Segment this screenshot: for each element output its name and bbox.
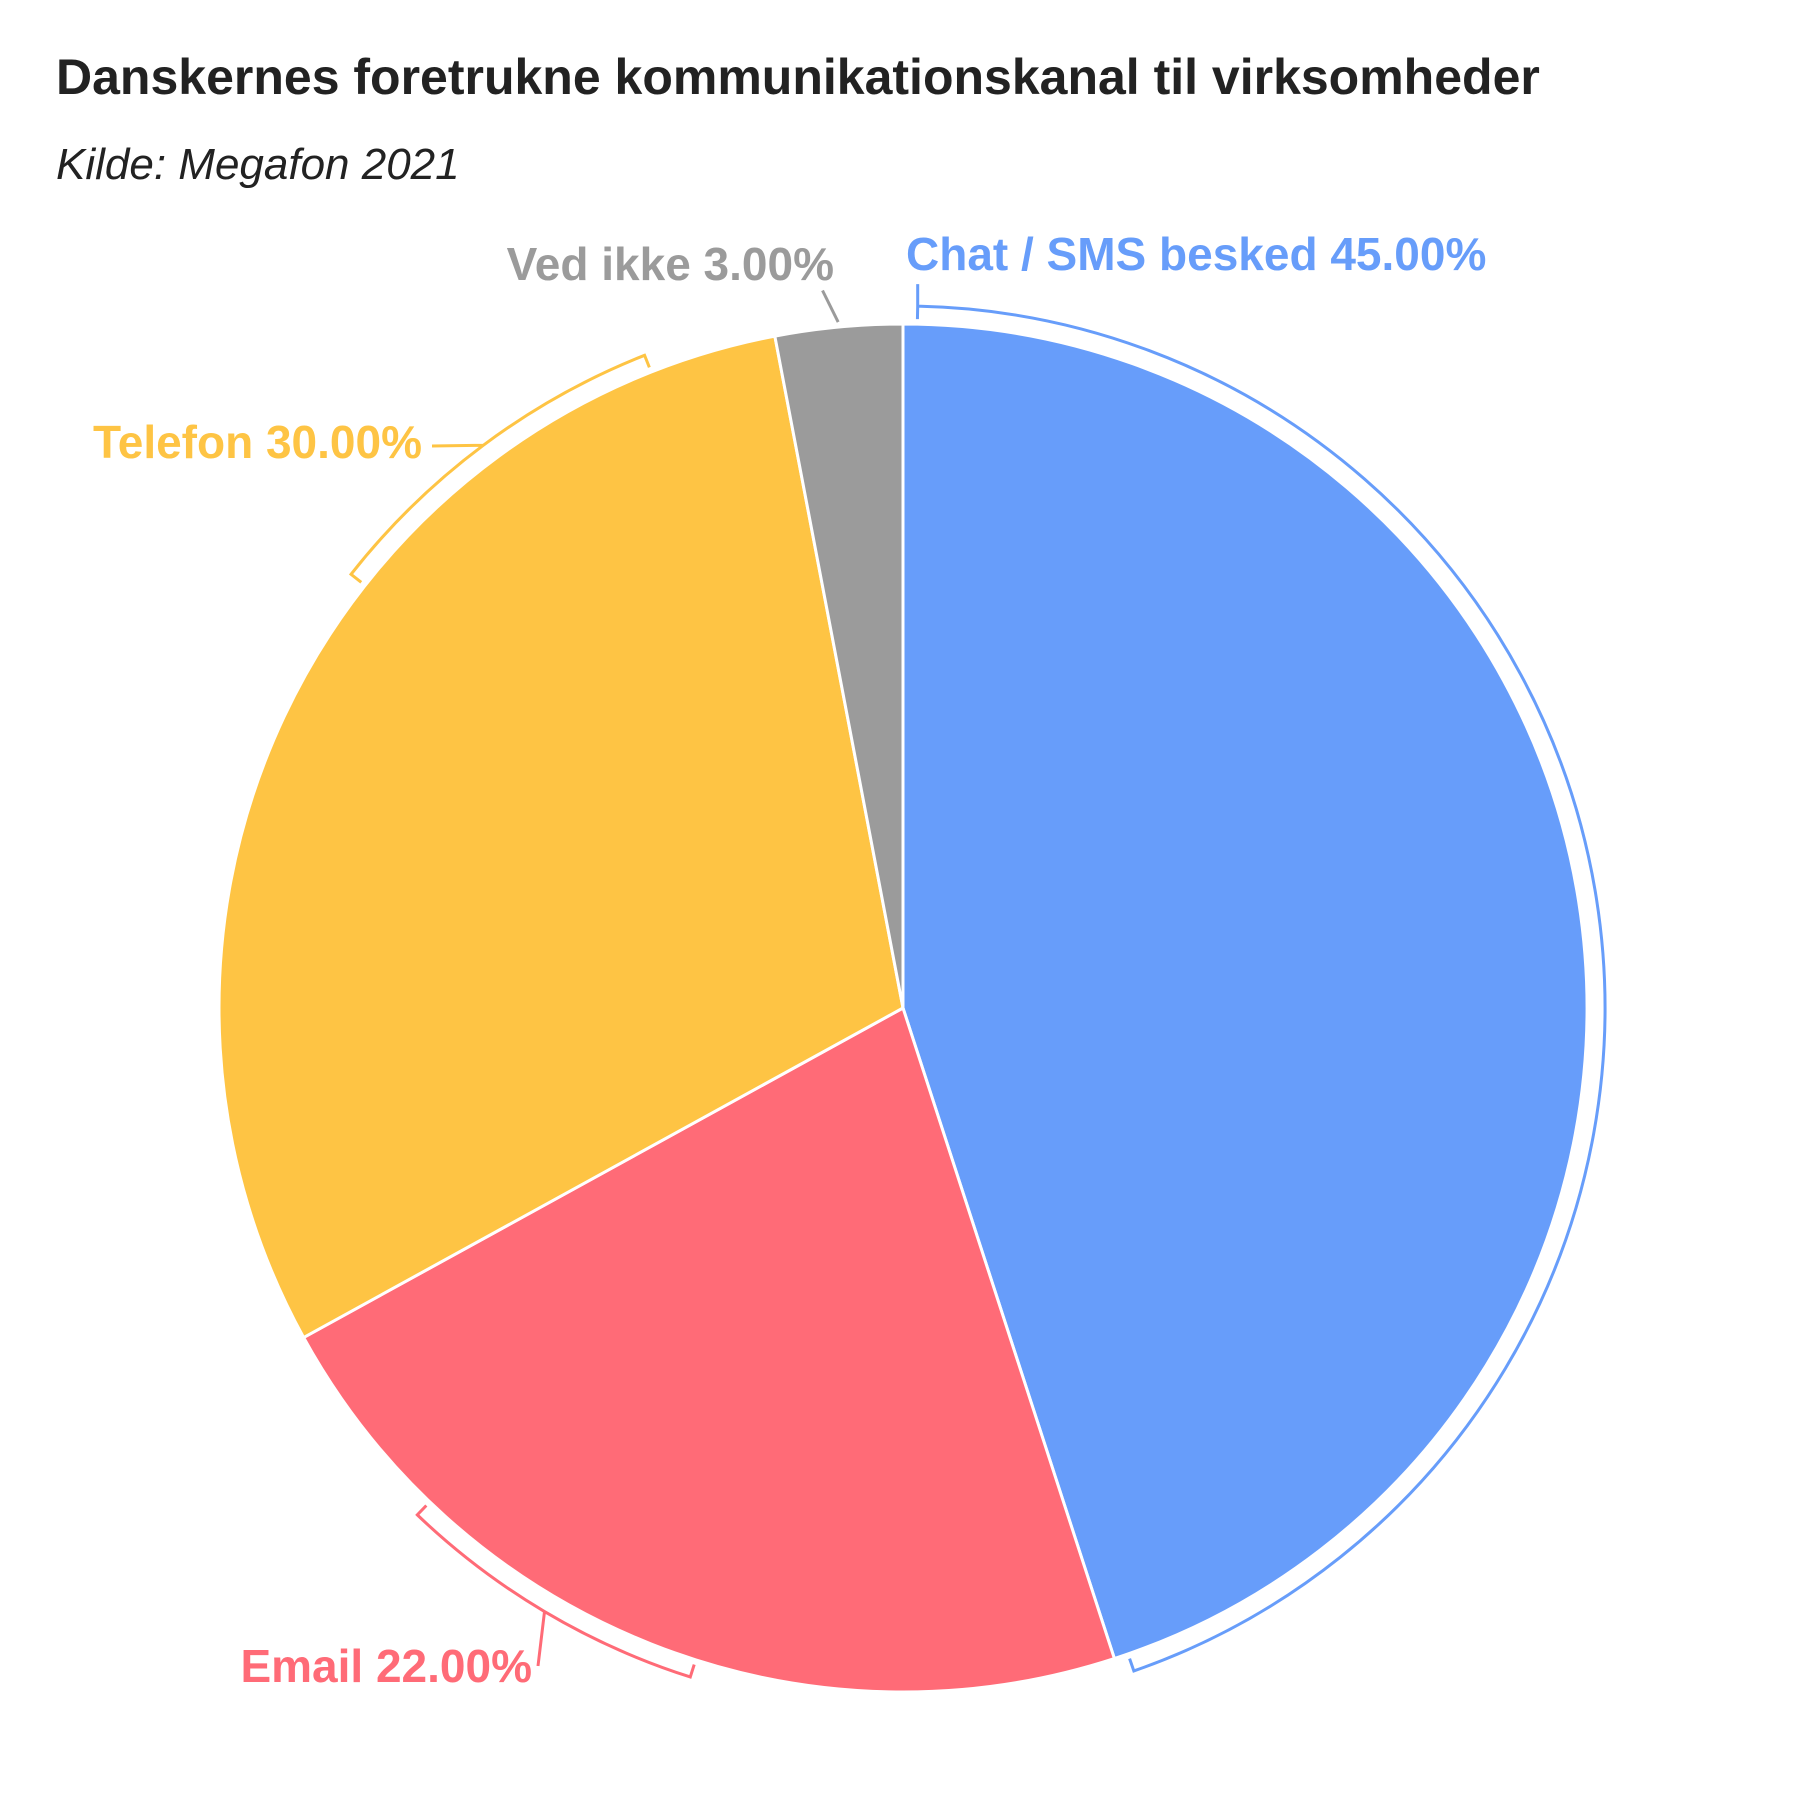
chart-subtitle: Kilde: Megafon 2021: [56, 140, 460, 189]
pie-slice-ved-ikke: [773, 322, 905, 1009]
slice-label: Chat / SMS besked 45.00%: [906, 228, 1486, 280]
slice-label: Email 22.00%: [240, 1640, 532, 1692]
slice-label: Telefon 30.00%: [93, 416, 422, 468]
pie-slice-email: [301, 1005, 1117, 1694]
pie-slice-telefon: [217, 334, 905, 1340]
slice-label: Ved ikke 3.00%: [507, 238, 834, 290]
chart-title: Danskernes foretrukne kommunikationskana…: [56, 49, 1540, 105]
slice-connector: [348, 353, 651, 584]
slice-connector: [821, 289, 840, 323]
slice-connector: [415, 1504, 696, 1679]
slice-connector: [915, 284, 1607, 1673]
pie-slice-chat-sms-besked: [901, 322, 1589, 1661]
